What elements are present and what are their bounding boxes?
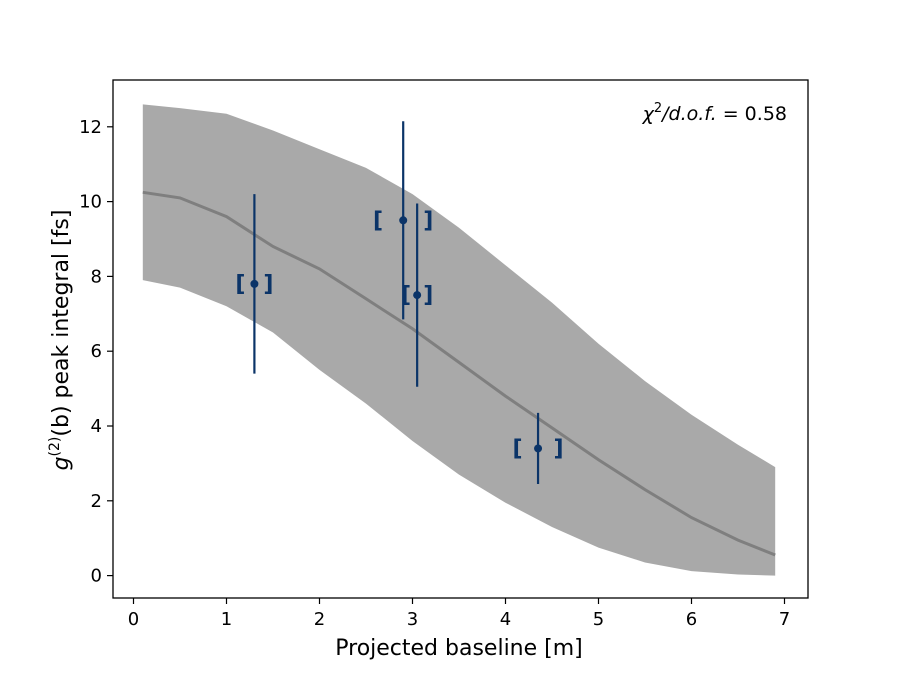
y-label-suffix: (b) peak integral [fs] bbox=[49, 210, 74, 437]
sys-bracket-left: [ bbox=[235, 272, 245, 297]
confidence-band bbox=[142, 104, 776, 576]
x-tick-label: 3 bbox=[407, 609, 418, 630]
x-tick-label: 6 bbox=[686, 609, 697, 630]
data-point-3: [] bbox=[401, 203, 433, 387]
y-tick-label: 10 bbox=[79, 192, 102, 213]
sys-bracket-left: [ bbox=[401, 283, 411, 308]
x-tick-label: 2 bbox=[314, 609, 325, 630]
y-axis-ticks: 0 2 4 6 8 10 12 bbox=[79, 117, 113, 587]
point-marker bbox=[399, 216, 408, 225]
data-points: [][][][] bbox=[235, 121, 564, 484]
axes-frame bbox=[112, 79, 809, 599]
x-tick-label: 7 bbox=[779, 609, 790, 630]
x-tick-label: 5 bbox=[593, 609, 604, 630]
y-tick-label: 0 bbox=[91, 566, 102, 587]
chi2-annotation: χ2/d.o.f. = 0.58 bbox=[642, 101, 787, 125]
x-tick-label: 0 bbox=[128, 609, 139, 630]
y-tick-label: 6 bbox=[91, 341, 102, 362]
y-tick-label: 12 bbox=[79, 117, 102, 138]
sys-bracket-right: ] bbox=[553, 436, 563, 461]
y-tick-label: 8 bbox=[91, 266, 102, 287]
chi-dof: /d.o.f. bbox=[660, 103, 717, 125]
data-point-1: [] bbox=[235, 194, 273, 374]
chi-value: = 0.58 bbox=[717, 103, 787, 125]
plot-area: [][][][] bbox=[142, 104, 776, 576]
x-tick-label: 4 bbox=[500, 609, 511, 630]
sys-bracket-right: ] bbox=[423, 283, 433, 308]
x-axis-ticks: 0 1 2 3 4 5 6 7 bbox=[128, 598, 790, 630]
chi-superscript: 2 bbox=[654, 101, 662, 116]
y-tick-label: 4 bbox=[91, 416, 102, 437]
sys-bracket-right: ] bbox=[263, 272, 273, 297]
point-marker bbox=[534, 444, 543, 453]
y-tick-label: 2 bbox=[91, 491, 102, 512]
point-marker bbox=[413, 291, 422, 300]
sys-bracket-right: ] bbox=[423, 208, 433, 233]
sys-bracket-left: [ bbox=[513, 436, 523, 461]
chi-symbol: χ bbox=[642, 103, 655, 125]
data-point-2: [] bbox=[373, 121, 433, 320]
y-label-superscript: (2) bbox=[47, 437, 63, 457]
fit-line bbox=[142, 190, 776, 557]
point-marker bbox=[250, 279, 259, 288]
data-point-4: [] bbox=[513, 412, 564, 484]
x-axis-label: Projected baseline [m] bbox=[335, 636, 583, 661]
y-axis-label: g(2)(b) peak integral [fs] bbox=[47, 210, 74, 471]
y-label-prefix: g bbox=[49, 456, 74, 470]
x-tick-label: 1 bbox=[221, 609, 232, 630]
sys-bracket-left: [ bbox=[373, 208, 383, 233]
